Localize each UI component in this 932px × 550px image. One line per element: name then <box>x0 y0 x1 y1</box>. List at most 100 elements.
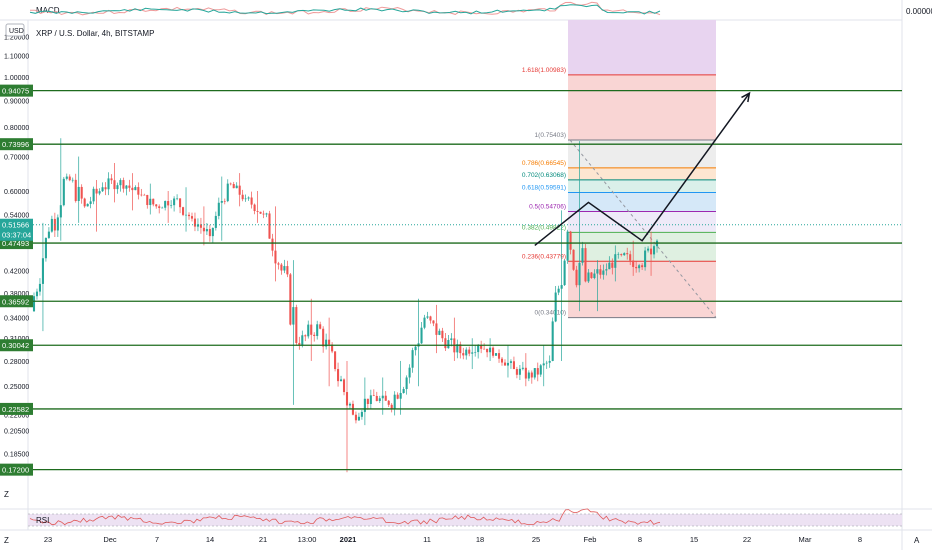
horizontal-level-tag-label: 0.36592 <box>2 297 29 306</box>
time-axis[interactable]: 23 Dec 7 14 21 13:00 2021 11 18 25 Feb 8 15 22 Mar 8 <box>44 535 862 544</box>
candle-body <box>584 248 587 282</box>
candle-body <box>423 317 426 328</box>
candle-body <box>182 207 185 215</box>
candle-body <box>316 324 319 336</box>
candle-body <box>444 338 447 349</box>
candle-body <box>131 187 134 191</box>
price-tick-label: 0.34000 <box>4 316 29 323</box>
candle-body <box>366 398 369 405</box>
candle-body <box>77 186 80 202</box>
candle-body <box>617 254 620 255</box>
candle-body <box>521 367 524 369</box>
horizontal-level-tag-label: 0.94075 <box>2 87 29 96</box>
horizontal-level-tag-label: 0.17200 <box>2 466 29 475</box>
fib-zone <box>568 179 716 193</box>
horizontal-levels[interactable] <box>30 89 902 471</box>
candle-body <box>405 377 408 390</box>
fib-level-label: 0.5(0.54706) <box>529 204 566 211</box>
last-price-tag <box>0 218 33 241</box>
candle-body <box>509 361 512 363</box>
candle-body <box>214 215 217 228</box>
candle-body <box>387 400 390 405</box>
candle-body <box>650 248 653 255</box>
currency-chip[interactable] <box>5 23 25 37</box>
candle-body <box>304 335 307 337</box>
candle-body <box>301 335 304 346</box>
fib-level-label: 0.382(0.49822) <box>522 224 566 231</box>
candle-body <box>128 185 131 188</box>
time-tick-label: 25 <box>532 535 540 544</box>
auto-scale-icon[interactable]: A <box>914 536 920 545</box>
price-tick-label: 0.42000 <box>4 269 29 276</box>
candle-body <box>98 191 101 194</box>
candle-body <box>238 185 241 195</box>
candle-body <box>164 201 167 208</box>
candle-body <box>229 183 232 185</box>
horizontal-level-tag <box>0 463 33 476</box>
fib-zone <box>568 211 716 233</box>
candle-body <box>310 324 313 335</box>
candle-body <box>492 347 495 356</box>
candle-body <box>614 254 617 268</box>
time-tick-label: 22 <box>743 535 751 544</box>
candle-body <box>322 328 325 347</box>
candle-body <box>527 372 530 379</box>
candle-body <box>503 362 507 366</box>
candle-body <box>632 260 635 267</box>
candle-body <box>122 180 125 189</box>
candle-body <box>396 394 399 399</box>
candle-body <box>652 246 656 255</box>
candle-body <box>360 411 363 417</box>
candle-body <box>113 180 116 190</box>
price-tick-label: 0.20500 <box>4 428 29 435</box>
candle-body <box>89 201 92 204</box>
macd-panel[interactable]: MACD 0.00000 <box>29 1 932 16</box>
candle-body <box>334 351 337 370</box>
log-scale-icon[interactable]: Z <box>4 536 9 545</box>
candle-body <box>179 198 182 208</box>
candle-body <box>456 344 459 353</box>
candle-body <box>68 176 71 181</box>
price-tick-label: 0.28000 <box>4 359 29 366</box>
candle-body <box>608 262 611 270</box>
rsi-label: RSI <box>36 516 49 525</box>
candle-body <box>140 194 143 196</box>
candle-body <box>253 204 256 212</box>
zoom-icon[interactable]: Z <box>4 490 9 499</box>
candle-body <box>196 224 199 227</box>
candle-body <box>554 292 557 322</box>
candle-body <box>533 368 536 378</box>
candle-body <box>35 291 39 297</box>
candle-body <box>369 395 372 405</box>
rsi-panel[interactable]: RSI <box>28 508 902 527</box>
candle-body <box>342 379 346 393</box>
candle-body <box>539 365 542 375</box>
candle-body <box>557 288 560 293</box>
candle-body <box>283 266 286 271</box>
candle-body <box>432 320 435 324</box>
candle-body <box>590 272 593 278</box>
candle-body <box>515 369 518 375</box>
candle-body <box>402 389 405 394</box>
candle-body <box>486 348 489 353</box>
time-tick-label: 13:00 <box>298 535 317 544</box>
candle-body <box>205 229 208 232</box>
left-scale-controls[interactable]: USD Z Z A <box>4 23 920 545</box>
candle-body <box>596 269 599 274</box>
price-tick-label: 0.90000 <box>4 99 29 106</box>
horizontal-level-tag <box>0 138 33 151</box>
price-tick-label: 0.54000 <box>4 212 29 219</box>
fib-level-label: 0.702(0.63068) <box>522 172 566 179</box>
candle-body <box>647 248 650 251</box>
candle-body <box>83 198 86 207</box>
projection-path[interactable] <box>534 92 751 247</box>
candle-body <box>363 398 366 412</box>
price-tick-label: 0.70000 <box>4 155 29 162</box>
candle-body <box>176 198 179 200</box>
candle-body <box>220 201 223 203</box>
candle-body <box>512 361 515 370</box>
candle-body <box>256 211 259 212</box>
candle-body <box>319 324 322 329</box>
candle-body <box>41 258 44 284</box>
